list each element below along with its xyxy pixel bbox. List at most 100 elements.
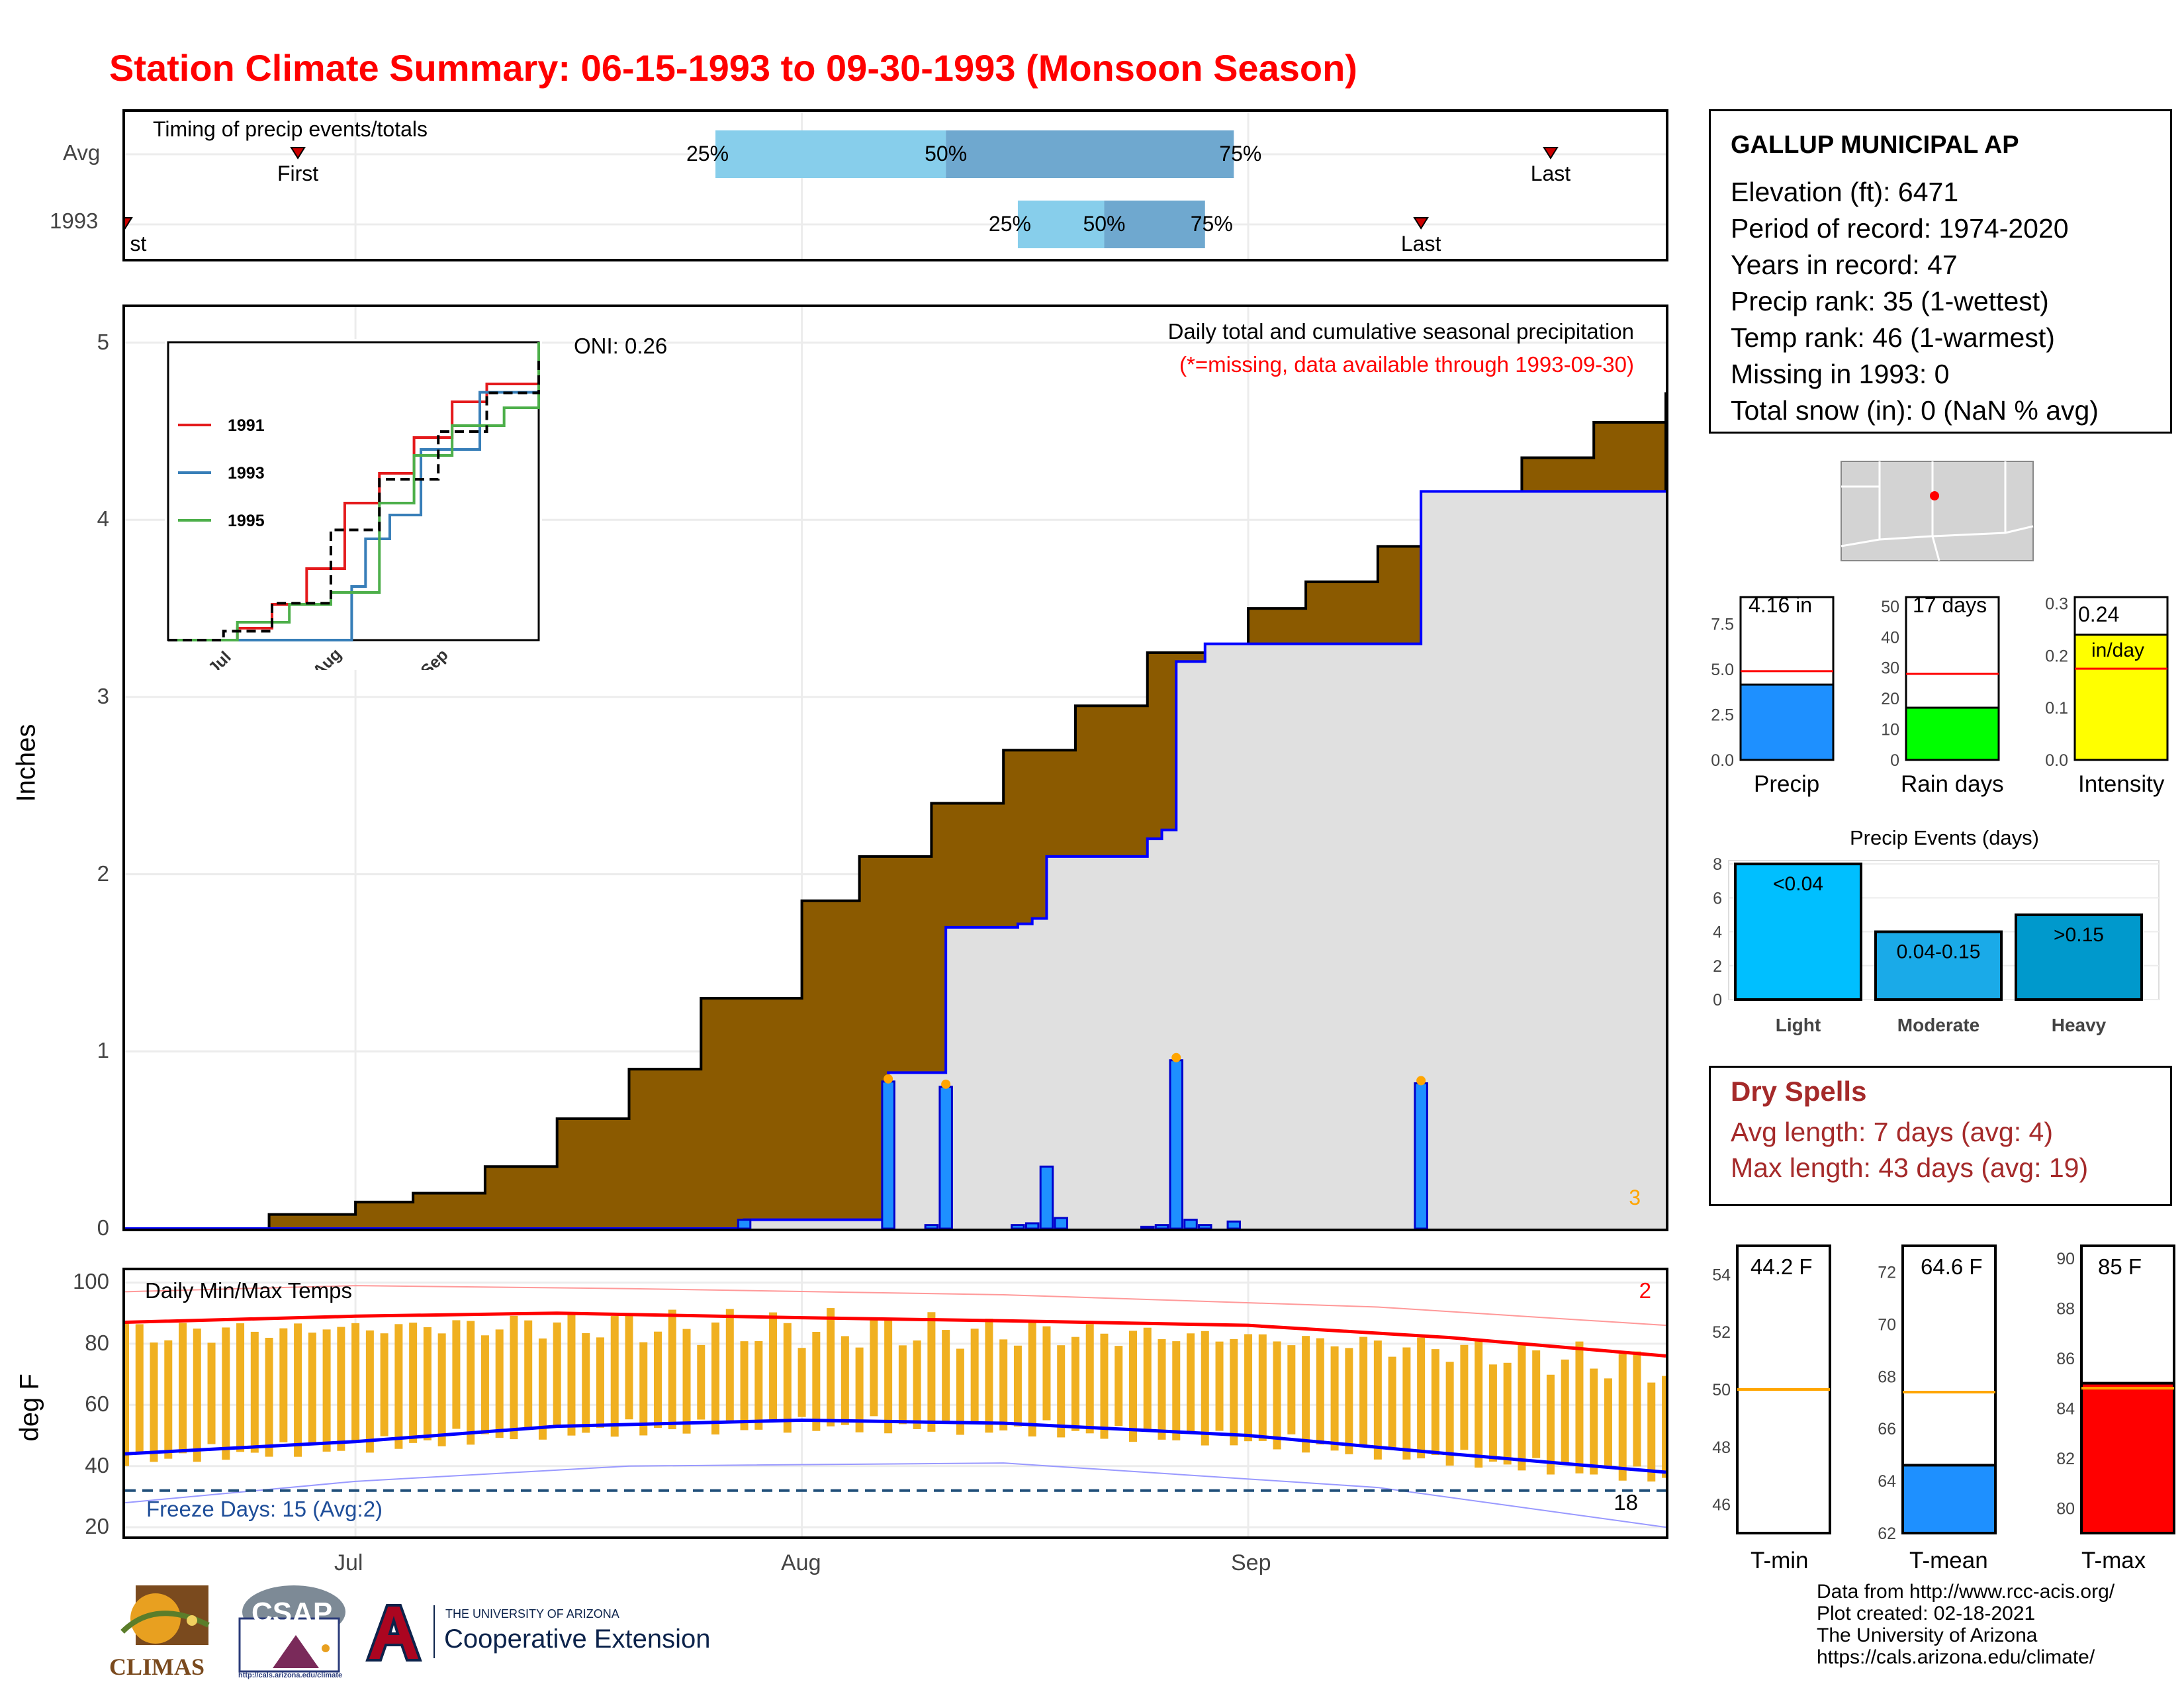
daily-temp-bar xyxy=(970,1329,979,1422)
timing-iqr-low xyxy=(715,130,946,178)
tmax-xlabel: T-max xyxy=(2081,1548,2146,1573)
temp-caption: Daily Min/Max Temps xyxy=(145,1278,352,1303)
daily-temp-bar xyxy=(783,1323,792,1433)
temp-panel: Daily Min/Max Temps 2 Freeze Days: 15 (A… xyxy=(122,1268,1668,1539)
daily-temp-bar xyxy=(1475,1338,1483,1468)
tmin-tick: 46 xyxy=(1712,1496,1731,1515)
daily-temp-bar xyxy=(668,1309,676,1430)
daily-precip-bar xyxy=(1169,1059,1184,1229)
events-bar-label: >0.15 xyxy=(2054,924,2104,946)
daily-temp-bar xyxy=(1373,1340,1382,1460)
heavy-precip-marker xyxy=(941,1079,951,1089)
timing-row-avg: Avg xyxy=(63,140,101,165)
daily-temp-bar xyxy=(1633,1351,1641,1467)
inset-legend-label: 1991 xyxy=(228,416,265,435)
raindays-bar-xlabel: Rain days xyxy=(1901,771,2004,797)
heavy-precip-marker xyxy=(1171,1053,1181,1062)
tmean-tick: 66 xyxy=(1878,1420,1896,1438)
daily-temp-bar xyxy=(193,1329,201,1462)
station-temp-rank: Temp rank: 46 (1-warmest) xyxy=(1731,322,2055,353)
timing-iqr-high xyxy=(1104,201,1205,248)
daily-temp-bar xyxy=(1258,1334,1267,1441)
daily-temp-bar xyxy=(754,1341,763,1430)
timing-event-marker xyxy=(290,147,306,160)
temp-corner-count: 2 xyxy=(1639,1278,1651,1303)
daily-temp-bar xyxy=(610,1315,619,1437)
intensity-value: 0.24 xyxy=(2078,602,2120,626)
tmean-tick: 70 xyxy=(1878,1315,1896,1334)
ua-logo: THE UNIVERSITY OF ARIZONA Cooperative Ex… xyxy=(361,1602,745,1662)
daily-temp-bar xyxy=(956,1348,964,1435)
tmean-bar xyxy=(1901,1464,1997,1534)
timing-iqr-low xyxy=(1017,201,1105,248)
climas-logo-text: CLIMAS xyxy=(109,1654,205,1680)
tmax-tick: 88 xyxy=(2056,1299,2075,1318)
station-missing: Missing in 1993: 0 xyxy=(1731,359,1950,389)
daily-temp-bar xyxy=(1445,1362,1454,1466)
timing-event-marker xyxy=(1543,147,1559,160)
station-period: Period of record: 1974-2020 xyxy=(1731,213,2069,244)
precip-tick: 7.5 xyxy=(1711,616,1734,634)
temp-y-tick: 20 xyxy=(85,1514,109,1539)
dry-spells-max: Max length: 43 days (avg: 19) xyxy=(1731,1152,2089,1183)
daily-temp-bar xyxy=(1388,1356,1396,1448)
intensity-tick: 0.2 xyxy=(2045,647,2068,665)
daily-temp-bar xyxy=(725,1309,734,1423)
raindays-tick: 10 xyxy=(1881,721,1899,739)
events-tick: 2 xyxy=(1713,957,1722,976)
daily-temp-bar xyxy=(1244,1334,1253,1442)
heavy-precip-marker xyxy=(884,1074,893,1084)
events-bar xyxy=(1874,930,2003,1001)
precip-tick: 5.0 xyxy=(1711,661,1734,679)
daily-precip-bar xyxy=(1183,1219,1198,1229)
raindays-tick: 20 xyxy=(1881,690,1899,708)
daily-temp-bar xyxy=(553,1322,561,1425)
avg-min-line xyxy=(125,1418,1666,1474)
precip-caption: Daily total and cumulative seasonal prec… xyxy=(1167,319,1634,344)
events-bar xyxy=(1734,863,1862,1002)
inset-frame xyxy=(167,341,540,641)
daily-temp-bar xyxy=(1532,1350,1541,1458)
timing-percentile-label: 75% xyxy=(1219,142,1261,165)
temp-y-tick: 40 xyxy=(85,1452,109,1477)
timing-percentile-label: 25% xyxy=(686,142,729,165)
intensity-unit: in/day xyxy=(2091,639,2145,661)
daily-temp-bar xyxy=(1230,1338,1238,1446)
credit-plot-date: Plot created: 02-18-2021 xyxy=(1817,1603,2036,1624)
daily-temp-bar xyxy=(236,1323,245,1452)
timing-event-marker xyxy=(1413,217,1429,230)
station-info: GALLUP MUNICIPAL AP Elevation (ft): 6471… xyxy=(1709,109,2172,434)
daily-temp-bar xyxy=(1042,1326,1051,1421)
daily-temp-bar xyxy=(1215,1341,1224,1431)
dry-spells-box: Dry Spells Avg length: 7 days (avg: 4) M… xyxy=(1709,1066,2172,1206)
ua-bottom-text: Cooperative Extension xyxy=(444,1624,711,1654)
year-cumulative-area xyxy=(125,491,1666,1229)
daily-temp-bar xyxy=(985,1319,993,1433)
daily-temp-bar xyxy=(942,1330,950,1421)
page-title: Station Climate Summary: 06-15-1993 to 0… xyxy=(109,47,1357,89)
timing-event-label: First xyxy=(277,162,318,185)
precip-panel: Daily total and cumulative seasonal prec… xyxy=(122,305,1668,1231)
daily-temp-bar xyxy=(1201,1331,1209,1446)
inset-chart: 1234199119931995JulAugSep xyxy=(165,339,542,670)
daily-precip-bar xyxy=(924,1224,939,1229)
tmin-tick: 50 xyxy=(1712,1381,1731,1399)
dry-spells-title: Dry Spells xyxy=(1731,1076,1867,1107)
timing-event-label: st xyxy=(130,232,147,256)
precip-corner-count: 3 xyxy=(1629,1186,1641,1209)
credit-data-source: Data from http://www.rcc-acis.org/ xyxy=(1817,1581,2115,1603)
daily-temp-bar xyxy=(682,1329,691,1434)
timing-panel: 25% 50% 75% First Last 25% 50% 75% st Last Timing… xyxy=(122,109,1668,261)
credits: Data from http://www.rcc-acis.org/ Plot … xyxy=(1817,1581,2115,1668)
daily-temp-bar xyxy=(135,1324,144,1452)
events-tick: 8 xyxy=(1713,855,1722,874)
inset-legend-label: 1995 xyxy=(228,512,265,530)
daily-temp-bar xyxy=(1417,1337,1426,1459)
tmean-tick: 68 xyxy=(1878,1368,1896,1386)
daily-temp-bar xyxy=(711,1322,720,1434)
daily-precip-bar xyxy=(1414,1082,1428,1229)
station-precip-rank: Precip rank: 35 (1-wettest) xyxy=(1731,286,2049,316)
daily-precip-bar xyxy=(737,1219,752,1229)
month-label-aug: Aug xyxy=(781,1550,821,1575)
daily-temp-bar xyxy=(1085,1324,1094,1434)
